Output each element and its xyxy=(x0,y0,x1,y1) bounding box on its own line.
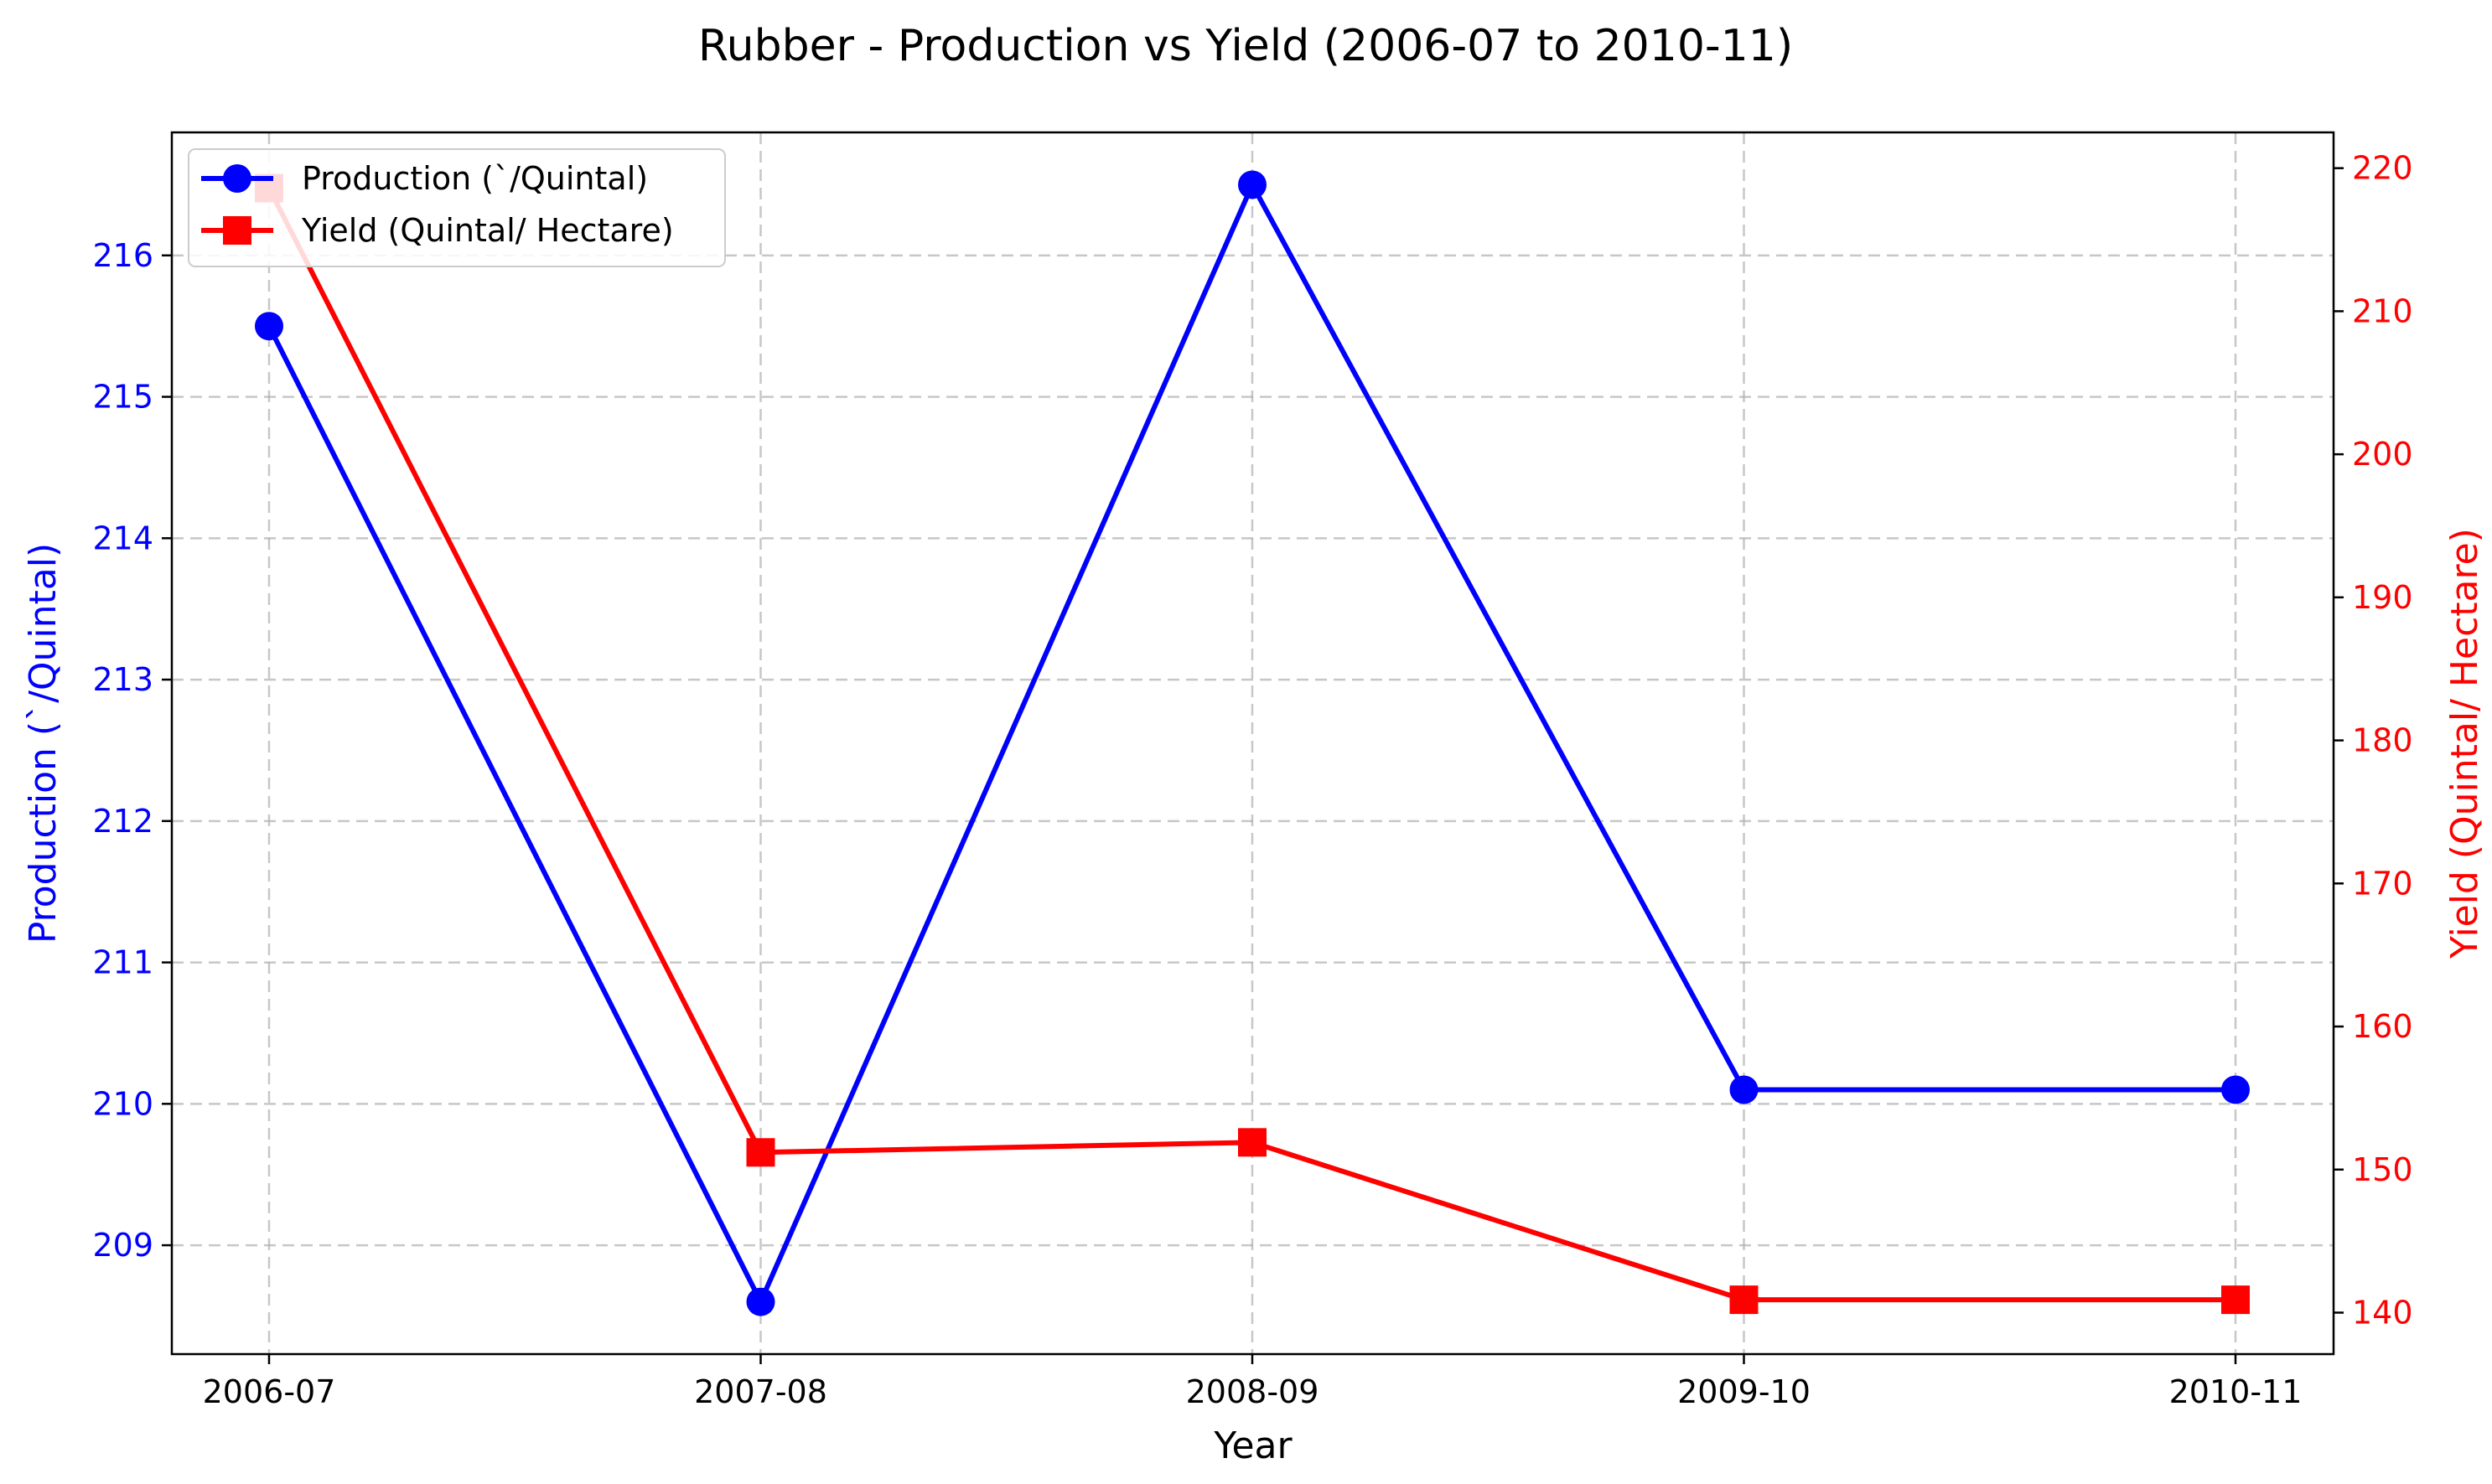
production-point xyxy=(746,1287,775,1316)
left-y-tick-label: 214 xyxy=(92,520,153,556)
x-tick-label: 2007-08 xyxy=(694,1373,827,1410)
legend-box xyxy=(188,148,726,267)
right-y-axis-label: Yield (Quintal/ Hectare) xyxy=(2443,528,2486,959)
legend-circle-marker xyxy=(223,164,251,193)
ticks-layer: 2006-07 2007-08 2008-09 2009-10 2010-11 209 21… xyxy=(92,150,2412,1410)
legend-label: Production (`/Quintal) xyxy=(302,160,648,197)
left-y-tick-label: 212 xyxy=(92,803,153,840)
production-point xyxy=(2221,1075,2250,1104)
legend-square-marker xyxy=(223,216,251,245)
legend-label: Yield (Quintal/ Hectare) xyxy=(301,212,674,249)
right-y-tick-label: 150 xyxy=(2352,1151,2413,1188)
production-point xyxy=(1238,170,1267,199)
x-tick-label: 2008-09 xyxy=(1186,1373,1319,1410)
right-y-tick-label: 140 xyxy=(2352,1294,2413,1331)
left-y-tick-label: 215 xyxy=(92,379,153,416)
right-y-tick-label: 210 xyxy=(2352,292,2413,329)
right-y-tick-label: 180 xyxy=(2352,722,2413,759)
x-tick-label: 2009-10 xyxy=(1677,1373,1811,1410)
yield-point xyxy=(1238,1128,1267,1157)
left-y-tick-label: 210 xyxy=(92,1085,153,1122)
x-tick-label: 2010-11 xyxy=(2169,1373,2303,1410)
yield-point xyxy=(1729,1285,1759,1315)
production-point xyxy=(1729,1075,1759,1104)
left-y-tick-label: 211 xyxy=(92,944,153,981)
left-y-tick-label: 213 xyxy=(92,661,153,698)
legend: Production (`/Quintal) Yield (Quintal/ He… xyxy=(188,148,726,267)
right-y-tick-label: 170 xyxy=(2352,865,2413,902)
right-y-tick-label: 190 xyxy=(2352,579,2413,616)
right-y-tick-label: 200 xyxy=(2352,436,2413,473)
x-tick-label: 2006-07 xyxy=(203,1373,336,1410)
x-axis-label: Year xyxy=(1213,1425,1293,1467)
production-point xyxy=(255,312,283,341)
yield-point xyxy=(746,1138,775,1167)
left-y-tick-label: 216 xyxy=(92,237,153,274)
left-y-tick-label: 209 xyxy=(92,1227,153,1264)
right-y-tick-label: 160 xyxy=(2352,1008,2413,1045)
left-y-axis-label: Production (`/Quintal) xyxy=(22,543,65,944)
chart-title: Rubber - Production vs Yield (2006-07 to… xyxy=(698,21,1793,71)
right-y-tick-label: 220 xyxy=(2352,150,2413,187)
yield-point xyxy=(2221,1285,2250,1315)
legend-items: Production (`/Quintal) Yield (Quintal/ He… xyxy=(201,160,674,249)
